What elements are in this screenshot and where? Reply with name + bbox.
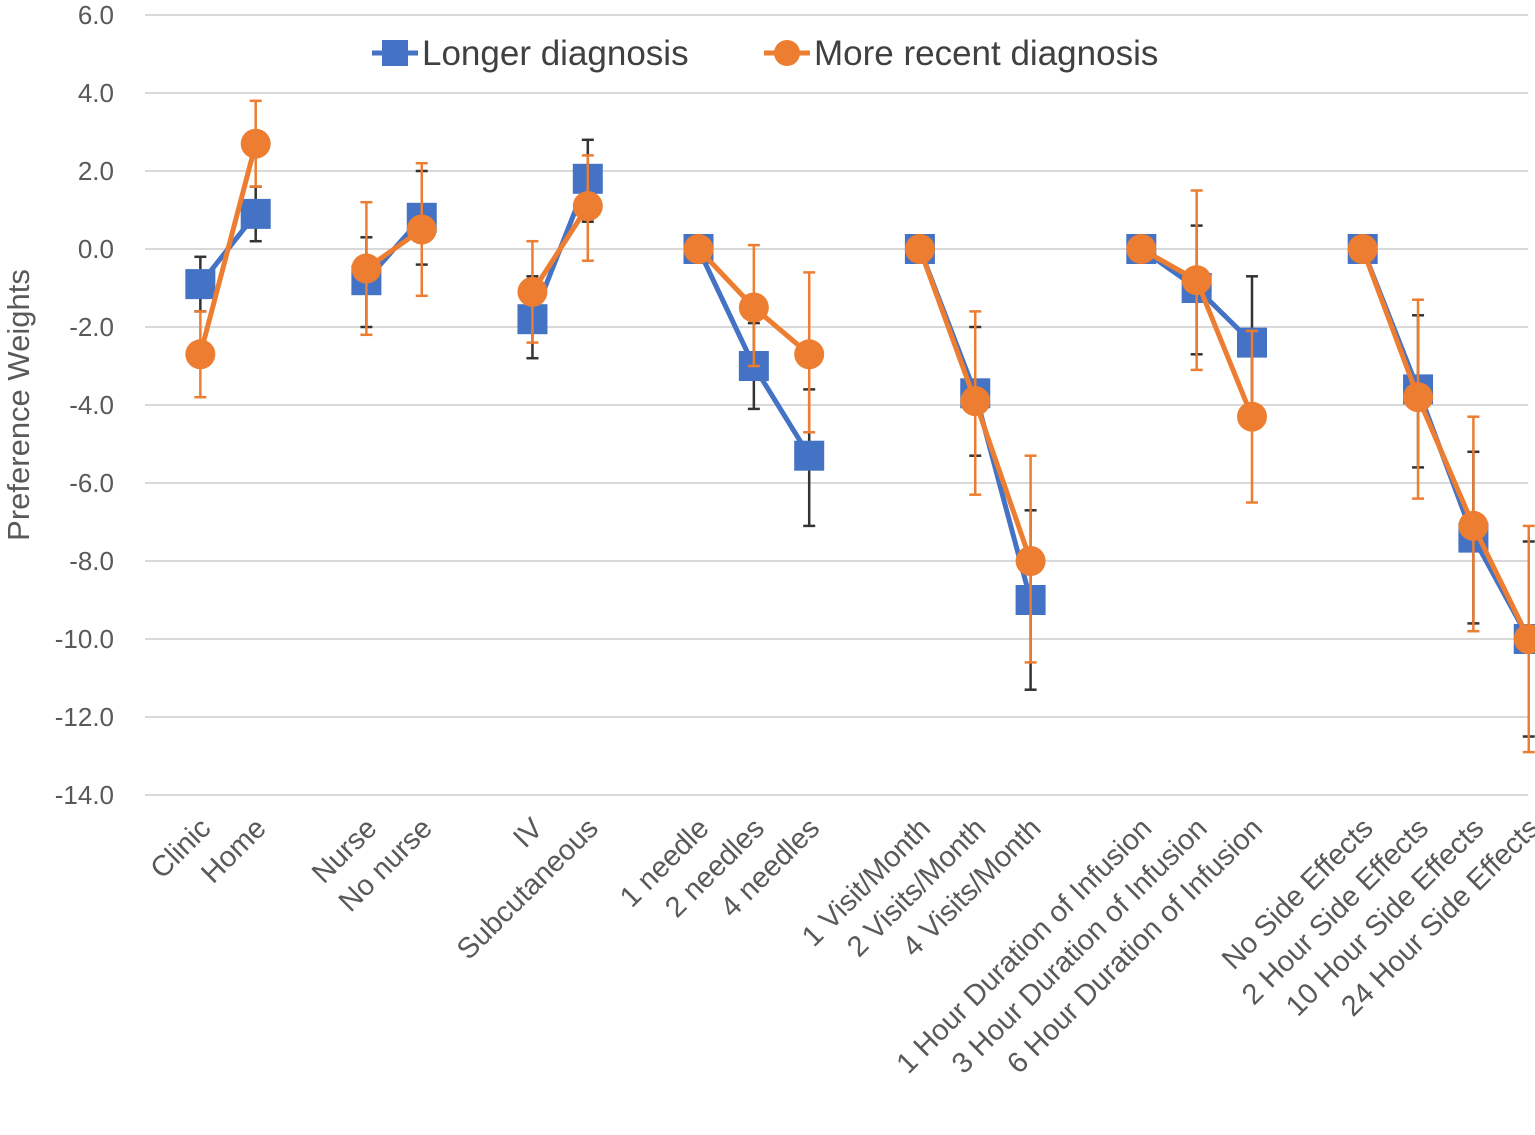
data-point-circle [1126, 234, 1157, 264]
series-line [1360, 248, 1531, 641]
data-point-circle [1237, 401, 1267, 432]
legend-item-longer-diagnosis: Longer diagnosis [372, 34, 689, 73]
data-point-circle [406, 214, 437, 245]
y-tick-label: -2.0 [69, 312, 114, 342]
data-point-circle [683, 234, 714, 264]
legend-marker-square [382, 40, 408, 66]
series-more-recent-diagnosis [517, 154, 603, 344]
x-tick-label: Home [195, 812, 272, 889]
legend: Longer diagnosis More recent diagnosis [372, 34, 1158, 73]
series-more-recent-diagnosis [904, 234, 1046, 664]
legend-label: More recent diagnosis [814, 34, 1158, 73]
data-point-circle [1347, 234, 1378, 264]
series-more-recent-diagnosis [1347, 234, 1535, 754]
data-point-circle [1181, 265, 1212, 296]
y-tick-label: 2.0 [78, 156, 114, 186]
data-point-circle [1458, 510, 1489, 541]
data-point-circle [1513, 624, 1535, 654]
data-point-circle [517, 276, 548, 307]
data-point-circle [794, 339, 825, 370]
y-tick-label: -12.0 [55, 702, 114, 732]
data-point-circle [185, 339, 216, 370]
y-axis-ticks: 6.0 4.0 2.0 0.0 -2.0 -4.0 -6.0 -8.0 -10.0 -12.0 -1… [55, 0, 114, 810]
data-point-circle [904, 234, 935, 264]
data-point-circle [572, 191, 603, 222]
y-tick-label: -4.0 [69, 390, 114, 420]
series-line [530, 204, 590, 294]
y-tick-label: 6.0 [78, 0, 114, 30]
series-longer-diagnosis [1347, 234, 1535, 738]
plot-area [185, 99, 1535, 754]
series-more-recent-diagnosis [683, 234, 825, 434]
y-tick-label: 0.0 [78, 234, 114, 264]
y-tick-label: -10.0 [55, 624, 114, 654]
legend-item-more-recent-diagnosis: More recent diagnosis [764, 34, 1158, 73]
legend-marker-circle [774, 40, 800, 66]
series-more-recent-diagnosis [1126, 189, 1267, 504]
data-point-circle [351, 253, 382, 284]
y-tick-label: -14.0 [55, 780, 114, 810]
legend-label: Longer diagnosis [422, 34, 689, 73]
series-line [1360, 248, 1531, 641]
data-point-circle [1403, 382, 1434, 413]
y-tick-label: -6.0 [69, 468, 114, 498]
y-axis-label: Preference Weights [1, 269, 36, 541]
data-point-circle [960, 386, 991, 417]
series-more-recent-diagnosis [185, 99, 271, 399]
y-tick-label: -8.0 [69, 546, 114, 576]
gridlines [145, 14, 1528, 796]
data-point-square [240, 198, 271, 229]
data-point-circle [738, 292, 769, 323]
data-point-circle [1015, 546, 1046, 576]
series-line [197, 143, 259, 355]
data-point-square [185, 269, 216, 300]
x-tick-label: IV [507, 812, 549, 854]
data-point-square [794, 440, 825, 471]
data-point-circle [240, 128, 271, 159]
series-more-recent-diagnosis [351, 161, 437, 337]
y-tick-label: 4.0 [78, 78, 114, 108]
